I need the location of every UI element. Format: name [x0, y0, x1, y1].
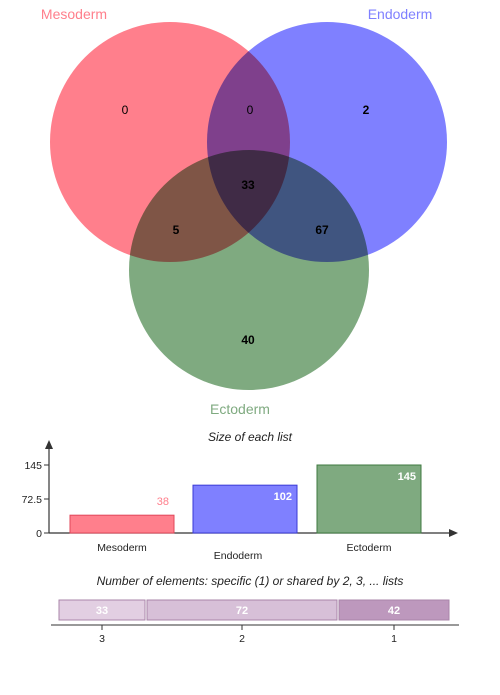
bar-endoderm — [192, 484, 298, 534]
bar-category-label: Mesoderm — [97, 542, 147, 554]
venn-count-mesoderm-only: 0 — [122, 103, 129, 117]
venn-set-label-endoderm: Endoderm — [368, 6, 433, 22]
bar-value-label: 38 — [157, 496, 169, 508]
bar-category-label: Endoderm — [214, 550, 263, 562]
shared-elements-chart: Number of elements: specific (1) or shar… — [51, 574, 459, 645]
list-size-bar-chart: Size of each list 0 72.5 145 38 Mesoderm 102… — [22, 430, 458, 562]
venn-set-label-mesoderm: Mesoderm — [41, 6, 107, 22]
stacked-segment-value: 72 — [236, 605, 248, 617]
bar-value-label: 102 — [274, 491, 292, 503]
venn-count-endoderm-ectoderm: 67 — [315, 223, 329, 237]
venn-count-mesoderm-endoderm: 0 — [247, 103, 254, 117]
bar-category-label: Ectoderm — [347, 542, 392, 554]
bar-y-tick-label: 145 — [24, 460, 42, 472]
venn-set-label-ectoderm: Ectoderm — [210, 401, 270, 417]
bar-ectoderm — [316, 464, 422, 534]
venn-circle-ectoderm — [129, 150, 369, 390]
bar-chart-title: Size of each list — [208, 430, 293, 444]
stacked-segment-label: 1 — [391, 633, 397, 645]
bar-y-tick-label: 0 — [36, 528, 42, 540]
bar-value-label: 145 — [398, 471, 416, 483]
venn-count-mesoderm-ectoderm: 5 — [173, 223, 180, 237]
venn-count-all-three: 33 — [241, 178, 255, 192]
stacked-segment-3 — [58, 599, 146, 621]
venn-count-ectoderm-only: 40 — [241, 333, 255, 347]
bar-y-axis-arrow — [45, 440, 53, 449]
bar-chart-bars: 38 Mesoderm 102 Endoderm 145 Ectoderm — [69, 464, 422, 562]
venn-count-endoderm-only: 2 — [363, 103, 370, 117]
stacked-segment-label: 2 — [239, 633, 245, 645]
stacked-segment-label: 3 — [99, 633, 105, 645]
stacked-chart-title: Number of elements: specific (1) or shar… — [97, 574, 404, 588]
venn-diagram: Mesoderm Endoderm Ectoderm 0 2 40 0 5 67… — [41, 6, 447, 417]
stacked-segment-value: 33 — [96, 605, 108, 617]
stacked-segment-1 — [338, 599, 450, 621]
stacked-segment-2 — [146, 599, 338, 621]
bar-x-axis-arrow — [449, 529, 458, 537]
stacked-segment-value: 42 — [388, 605, 400, 617]
bar-y-tick-label: 72.5 — [22, 494, 43, 506]
bar-mesoderm — [69, 514, 175, 534]
